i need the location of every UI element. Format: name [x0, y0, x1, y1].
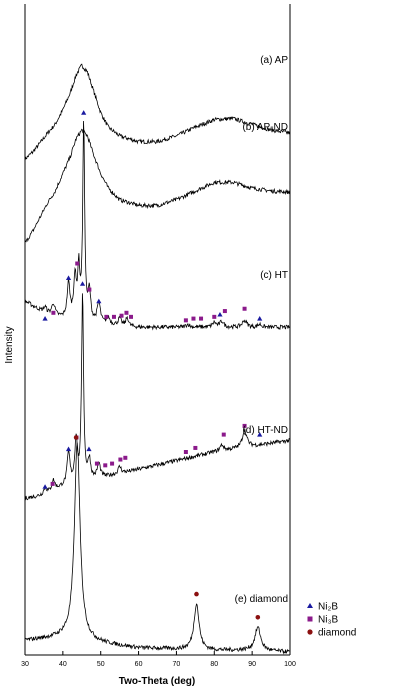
x-tick-label: 70	[173, 661, 181, 668]
series-line	[24, 128, 290, 243]
series-line	[24, 293, 290, 501]
x-tick-label: 90	[248, 661, 256, 668]
ni3b-marker	[111, 314, 116, 319]
ni3b-marker	[183, 450, 188, 454]
ni3b-marker	[94, 461, 99, 466]
legend-triangle-icon	[307, 603, 313, 608]
x-axis: 30 40 50 60 70 80 90 100	[21, 651, 296, 668]
ni3b-marker	[104, 314, 109, 319]
ni3b-marker	[222, 309, 227, 314]
ni3b-marker	[129, 314, 133, 319]
ni3b-marker	[103, 463, 108, 468]
series-label: (c) HT	[260, 270, 288, 281]
series-line	[24, 63, 290, 162]
ni3b-marker	[75, 261, 80, 266]
ni3b-marker	[119, 313, 124, 318]
series-layer	[24, 63, 290, 655]
series-label: (b) AP-ND	[242, 122, 288, 133]
ni2b-marker	[42, 316, 48, 321]
series-line	[24, 120, 290, 331]
x-tick-label: 30	[21, 661, 29, 668]
ni2b-marker	[81, 110, 87, 115]
diamond-marker	[255, 615, 261, 620]
series-label-layer: (a) AP (b) AP-ND (c) HT (d) HT-ND (e) diamon…	[235, 55, 289, 605]
series-label: (d) HT-ND	[242, 425, 288, 436]
ni3b-marker	[124, 310, 129, 315]
plot-frame	[24, 4, 291, 656]
legend-square-icon	[307, 616, 313, 622]
legend: Ni₂B Ni₃B diamond	[307, 602, 356, 639]
ni2b-marker	[217, 311, 223, 317]
ni2b-marker	[96, 298, 102, 304]
ni3b-marker	[87, 287, 92, 292]
x-tick-label: 100	[284, 661, 296, 668]
ni3b-marker	[51, 310, 56, 315]
ni3b-marker	[110, 461, 115, 466]
ni3b-marker	[221, 432, 226, 437]
legend-label: Ni₂B	[318, 602, 338, 613]
ni3b-marker	[242, 423, 247, 428]
series-line	[24, 442, 290, 655]
ni2b-marker	[42, 484, 48, 489]
x-tick-label: 60	[135, 661, 143, 668]
ni3b-marker	[123, 455, 128, 460]
legend-circle-icon	[307, 629, 313, 635]
ni3b-marker	[242, 306, 247, 311]
diamond-marker	[73, 435, 79, 440]
ni3b-marker	[50, 481, 55, 486]
x-tick-label: 50	[97, 661, 105, 668]
marker-layer	[42, 110, 263, 620]
ni2b-marker	[65, 275, 72, 280]
ni2b-marker	[257, 316, 263, 321]
ni3b-marker	[199, 316, 204, 321]
x-tick-label: 80	[210, 661, 218, 668]
ni3b-marker	[118, 457, 123, 462]
ni2b-marker	[86, 446, 92, 452]
y-axis-label: Intensity	[4, 326, 15, 363]
ni2b-marker	[65, 446, 72, 452]
ni3b-marker	[212, 314, 217, 319]
ni2b-marker	[257, 432, 263, 437]
x-axis-label: Two-Theta (deg)	[119, 676, 195, 687]
x-tick-label: 40	[59, 661, 67, 668]
ni3b-marker	[183, 318, 188, 323]
ni2b-marker	[79, 281, 86, 286]
ni3b-marker	[191, 316, 196, 321]
series-label: (e) diamond	[235, 594, 288, 605]
diamond-marker	[194, 591, 199, 597]
legend-label: Ni₃B	[318, 615, 339, 626]
legend-label: diamond	[318, 628, 356, 639]
series-label: (a) AP	[260, 55, 288, 66]
ni3b-marker	[193, 445, 198, 450]
